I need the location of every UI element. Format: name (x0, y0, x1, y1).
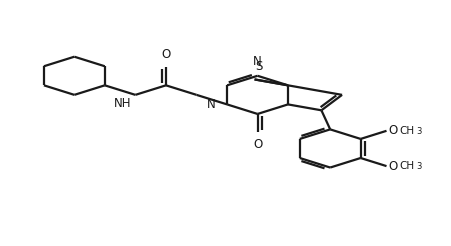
Text: O: O (161, 48, 170, 61)
Text: 3: 3 (415, 162, 420, 171)
Text: O: O (388, 124, 397, 137)
Text: S: S (255, 60, 262, 73)
Text: O: O (253, 138, 262, 151)
Text: NH: NH (114, 97, 132, 110)
Text: N: N (253, 55, 261, 68)
Text: CH: CH (398, 126, 413, 136)
Text: O: O (388, 160, 397, 173)
Text: 3: 3 (415, 127, 420, 136)
Text: N: N (207, 98, 216, 111)
Text: CH: CH (398, 161, 413, 171)
